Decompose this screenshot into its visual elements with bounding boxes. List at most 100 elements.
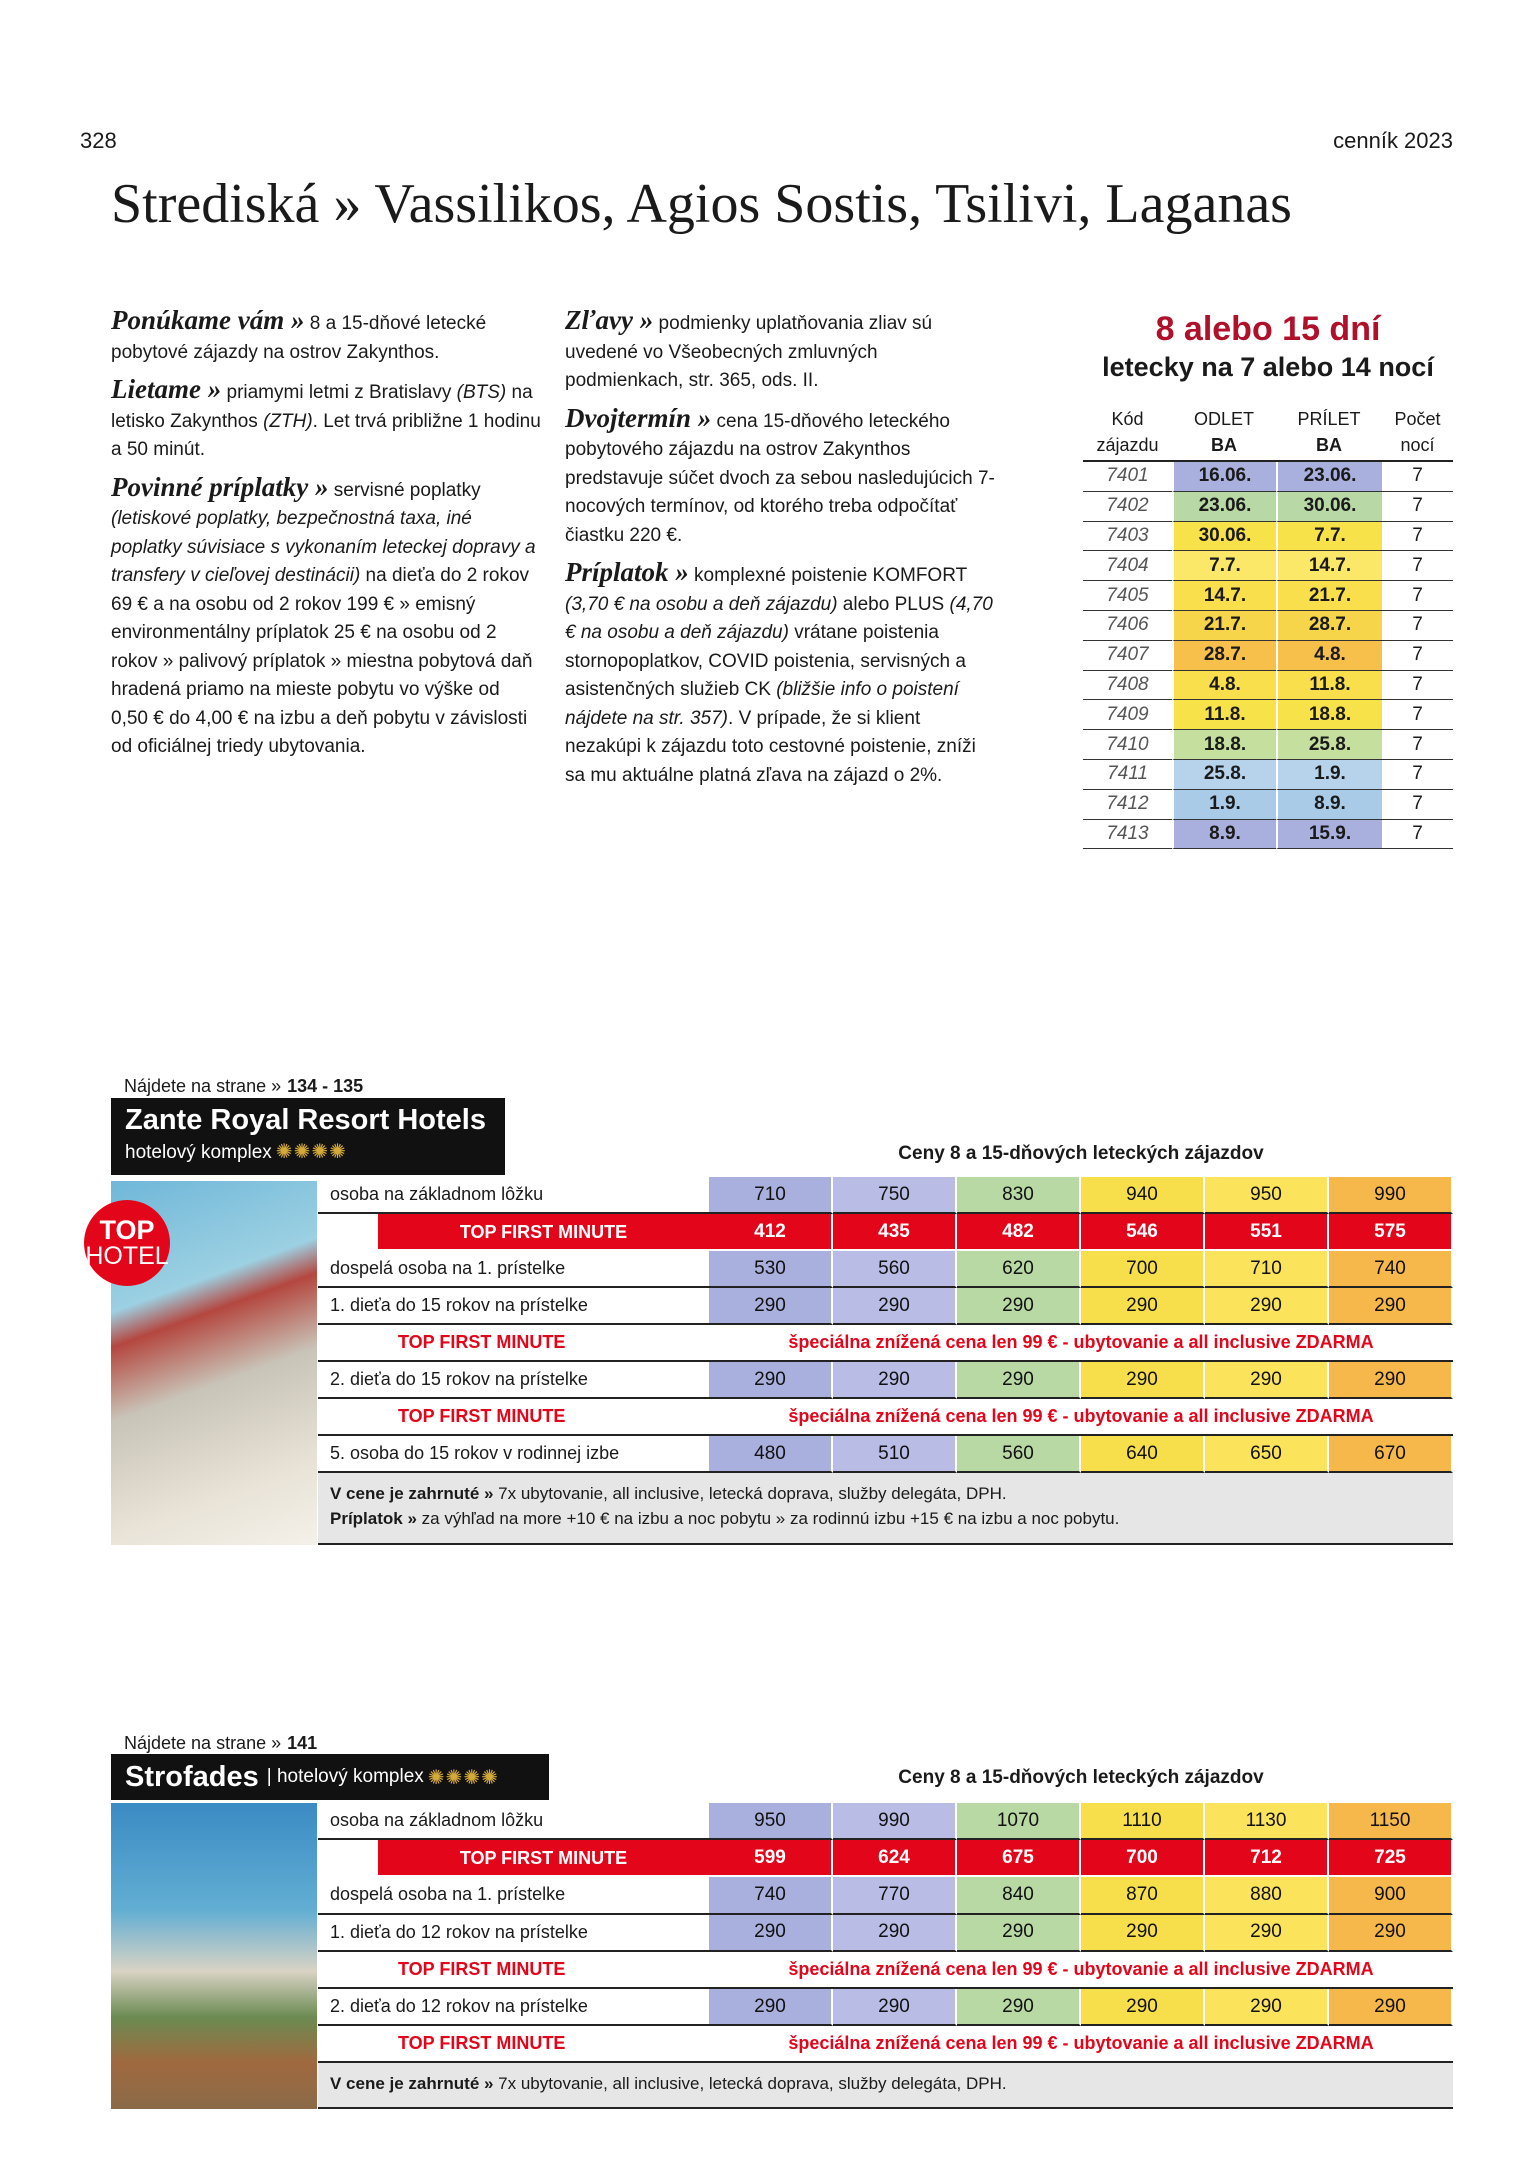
price-cell: 435 <box>833 1214 957 1251</box>
label-text: TOP FIRST MINUTE <box>398 1958 566 1979</box>
row-label: 2. dieťa do 12 rokov na prístelke <box>318 1989 709 2027</box>
price-cell: 412 <box>709 1214 833 1251</box>
cell-text: 7402 <box>1106 495 1149 517</box>
row-label: dospelá osoba na 1. prístelke <box>318 1251 709 1288</box>
price-cell: 290 <box>1081 1914 1205 1952</box>
price: 412 <box>754 1220 786 1242</box>
dates-cell: 30.06. <box>1172 521 1276 552</box>
offer-text: špeciálna znížená cena len 99 € - ubytov… <box>788 1332 1374 1352</box>
star: ✺ <box>329 1141 347 1163</box>
prices-title: Ceny 8 a 15-dňových leteckých zájazdov <box>898 1767 1264 1788</box>
price: 560 <box>878 1257 910 1279</box>
cell-text: 7413 <box>1106 822 1149 844</box>
price: 770 <box>878 1883 910 1905</box>
dates-cell: 30.06. <box>1276 491 1382 522</box>
label-text: 5. osoba do 15 rokov v rodinnej izbe <box>330 1443 620 1463</box>
price-cell: 950 <box>709 1803 833 1841</box>
price-cell: 290 <box>1081 1362 1205 1399</box>
price-cell: 830 <box>957 1177 1081 1214</box>
cell-text: 14.7. <box>1203 584 1247 606</box>
label-text: TOP FIRST MINUTE <box>398 1406 566 1426</box>
row-label: TOP FIRST MINUTE <box>378 1214 709 1251</box>
price-cell: 725 <box>1329 1840 1453 1878</box>
header-line: nocí <box>1400 435 1435 455</box>
cell-text: 15.9. <box>1308 822 1352 844</box>
price: 290 <box>754 1995 786 2017</box>
dates-cell: 7 <box>1382 522 1453 552</box>
price: 575 <box>1374 1220 1406 1242</box>
dates-cell: 7 <box>1382 492 1453 522</box>
row-label: TOP FIRST MINUTE <box>378 1840 709 1877</box>
price-cell: 290 <box>1205 1914 1329 1952</box>
price-cell: 551 <box>1205 1214 1329 1251</box>
note-label: V cene je zahrnuté » <box>330 1484 494 1503</box>
italic-text: (letiskové poplatky, bezpečnostná taxa, … <box>111 508 536 586</box>
cell-text: 23.06. <box>1303 465 1357 487</box>
header-line: BA <box>1316 435 1342 455</box>
label-text: 1. dieťa do 12 rokov na prístelke <box>330 1921 588 1942</box>
price-cell: 290 <box>957 1914 1081 1952</box>
cell-text: 7412 <box>1106 793 1149 815</box>
paragraph: Príplatok » komplexné poistenie KOMFORT … <box>565 558 995 790</box>
cell-text: 4.8. <box>1209 673 1241 695</box>
dates-cell: 8.9. <box>1276 789 1382 820</box>
dates-cell: 7 <box>1382 730 1453 760</box>
paragraph-heading: Ponúkame vám » <box>111 305 305 335</box>
price: 290 <box>878 1921 910 1943</box>
dates-cell: 21.7. <box>1276 581 1382 611</box>
price: 530 <box>754 1257 786 1279</box>
header-line: Počet <box>1394 409 1441 429</box>
dates-cell: 7 <box>1382 551 1453 582</box>
dates-cell: 7 <box>1382 462 1453 492</box>
paragraph-text: cena 15-dňového leteckého pobytového záj… <box>565 410 995 546</box>
dates-cell: 1.9. <box>1276 760 1382 790</box>
price-cell: 290 <box>709 1914 833 1952</box>
price: 599 <box>754 1846 786 1868</box>
hotel-name: Zante Royal Resort Hotels <box>125 1104 486 1136</box>
cell-text: 7409 <box>1106 703 1149 725</box>
cell-text: 21.7. <box>1308 584 1352 606</box>
price-cell: 840 <box>957 1877 1081 1915</box>
paragraph-text: na letisko Zakynthos <box>111 382 533 432</box>
page-reference: Nájdete na strane » 134 - 135 <box>124 1076 363 1097</box>
paragraph: Ponúkame vám » 8 a 15-dňové letecké poby… <box>111 306 541 367</box>
star: ✺ <box>311 1141 330 1163</box>
price: 990 <box>878 1809 910 1831</box>
stars: ✺✺✺✺ <box>276 1141 347 1163</box>
cell-text: 25.8. <box>1308 733 1352 755</box>
price-cell: 290 <box>709 1288 833 1325</box>
cell-text: 7 <box>1412 703 1423 725</box>
notes: V cene je zahrnuté » 7x ubytovanie, all … <box>318 1473 1453 1545</box>
dates-cell: 7.7. <box>1172 551 1276 582</box>
note-text: za výhľad na more +10 € na izbu a noc po… <box>416 1509 1120 1528</box>
rule <box>1083 460 1453 462</box>
page-title: Strediská » Vassilikos, Agios Sostis, Ts… <box>111 173 1292 235</box>
price-cell: 1110 <box>1081 1803 1205 1841</box>
dates-cell: 14.7. <box>1172 581 1276 611</box>
dates-title: 8 alebo 15 dní <box>1155 310 1381 348</box>
paragraph-text: 8 a 15-dňové letecké pobytové zájazdy na… <box>111 313 487 363</box>
price-cell: 950 <box>1205 1177 1329 1214</box>
price: 675 <box>1002 1846 1034 1868</box>
price-cell: 560 <box>957 1436 1081 1473</box>
hotel-type: hotelový komplex <box>125 1142 272 1163</box>
price: 290 <box>1126 1368 1158 1390</box>
price: 1110 <box>1122 1809 1162 1831</box>
dates-cell: 7 <box>1382 700 1453 731</box>
paragraph-text: . Let trvá približne 1 hodinu a 50 minút… <box>111 410 541 461</box>
badge-text: HOTEL <box>85 1242 169 1270</box>
label-text: TOP FIRST MINUTE <box>398 1332 566 1352</box>
price-cell: 290 <box>957 1288 1081 1325</box>
paragraph-text: na dieťa do 2 rokov 69 € a na osobu od 2… <box>111 565 533 757</box>
price: 290 <box>1002 1995 1034 2017</box>
note-label: Príplatok » <box>330 1509 417 1528</box>
price: 700 <box>1126 1257 1158 1279</box>
price: 640 <box>1126 1442 1158 1464</box>
price: 710 <box>754 1183 786 1205</box>
row-label: 1. dieťa do 15 rokov na prístelke <box>318 1288 709 1325</box>
dates-cell: 25.8. <box>1276 730 1382 760</box>
cell-text: 18.8. <box>1203 733 1247 755</box>
paragraph-text: podmienky uplatňovania zliav sú uvedené … <box>565 313 933 391</box>
price: 290 <box>1374 1995 1406 2017</box>
price-cell: 990 <box>833 1803 957 1841</box>
